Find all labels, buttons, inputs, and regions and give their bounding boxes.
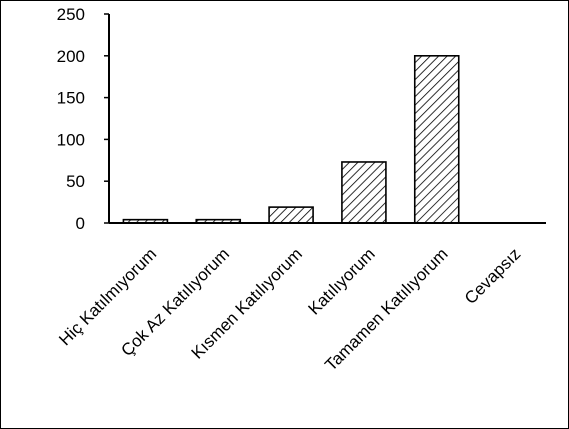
y-tick-label: 250 <box>57 5 85 24</box>
y-tick-label: 200 <box>57 47 85 66</box>
y-axis-ticks: 0 50 100 150 200 250 <box>57 5 109 233</box>
bar <box>341 161 387 224</box>
bars <box>122 54 460 224</box>
x-category-label: Tamamen Katılıyorum <box>321 244 451 374</box>
bar <box>413 54 460 224</box>
y-tick-label: 150 <box>57 89 85 108</box>
y-tick-label: 0 <box>76 214 85 233</box>
x-category-label: Katılıyorum <box>305 244 379 318</box>
bar <box>268 206 314 224</box>
y-tick-label: 50 <box>66 172 85 191</box>
x-category-label: Cevapsız <box>461 244 525 308</box>
y-tick-label: 100 <box>57 130 85 149</box>
